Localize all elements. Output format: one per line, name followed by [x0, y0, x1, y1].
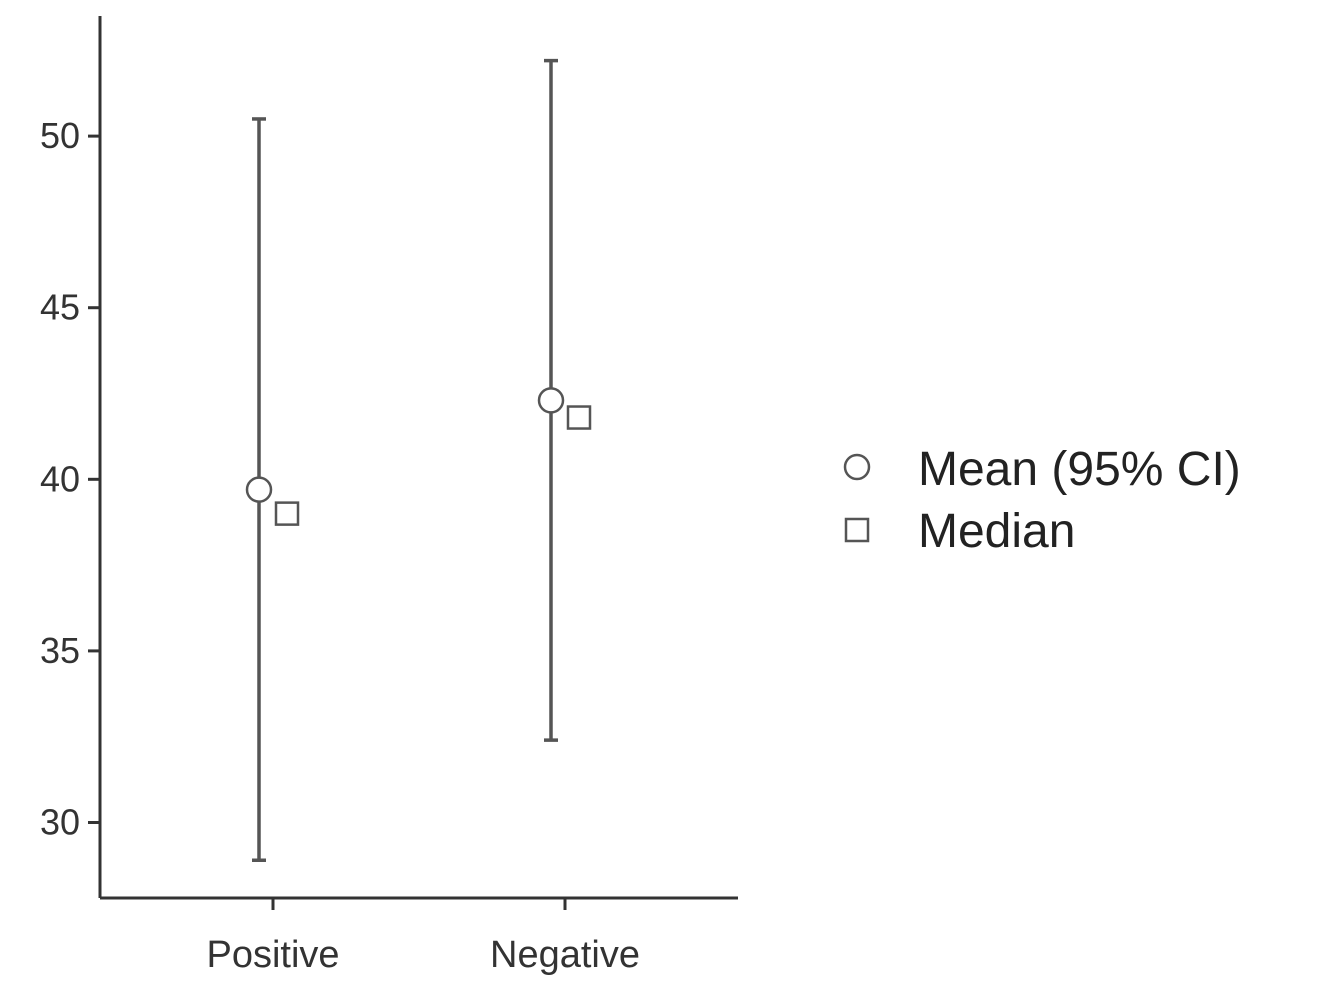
legend-mean-symbol: [843, 453, 871, 481]
x-axis-ticks: Positive Negative: [206, 898, 640, 976]
y-tick-label: 50: [40, 115, 80, 156]
legend-mean-label: Mean (95% CI): [918, 443, 1241, 496]
y-tick-label: 45: [40, 287, 80, 328]
chart-marks: [245, 58, 592, 862]
median-point: [274, 501, 300, 526]
x-tick-label: Positive: [206, 934, 339, 976]
legend-median-symbol: [844, 517, 870, 543]
y-tick-label: 30: [40, 801, 80, 842]
y-tick-label: 40: [40, 458, 80, 499]
x-tick-label: Negative: [490, 934, 640, 976]
y-axis-ticks: 30 35 40 45 50: [40, 115, 100, 842]
axes: [98, 16, 738, 900]
mean-point: [537, 387, 565, 414]
mean-point: [245, 476, 273, 503]
legend: Mean (95% CI) Median: [843, 443, 1241, 558]
y-tick-label: 35: [40, 630, 80, 671]
median-point: [566, 405, 592, 430]
legend-median-label: Median: [918, 505, 1075, 558]
